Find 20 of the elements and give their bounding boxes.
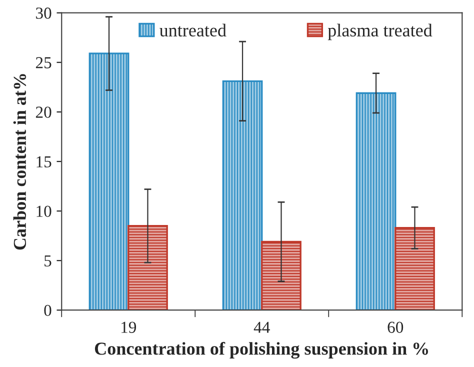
y-axis-title: Carbon content in at% (13, 74, 26, 250)
legend-label: untreated (160, 24, 226, 36)
y-tick-label: 5 (44, 255, 52, 267)
x-tick-label: 44 (254, 322, 270, 333)
y-tick-label: 15 (36, 156, 52, 168)
y-tick-label: 0 (44, 304, 52, 316)
y-tick-label: 20 (36, 106, 52, 118)
bar (261, 240, 302, 310)
y-tick-label: 10 (36, 206, 52, 217)
legend-label: plasma treated (328, 24, 432, 40)
x-tick-label: 19 (122, 322, 136, 333)
bar (128, 225, 168, 310)
bar (394, 227, 435, 310)
y-tick-label: 30 (36, 8, 52, 19)
bar (222, 80, 263, 310)
bar (88, 52, 130, 310)
x-axis-title: Concentration of polishing suspension in % (94, 342, 428, 359)
bar (356, 92, 396, 310)
x-tick-label: 60 (388, 322, 404, 333)
y-tick-label: 25 (36, 57, 52, 68)
